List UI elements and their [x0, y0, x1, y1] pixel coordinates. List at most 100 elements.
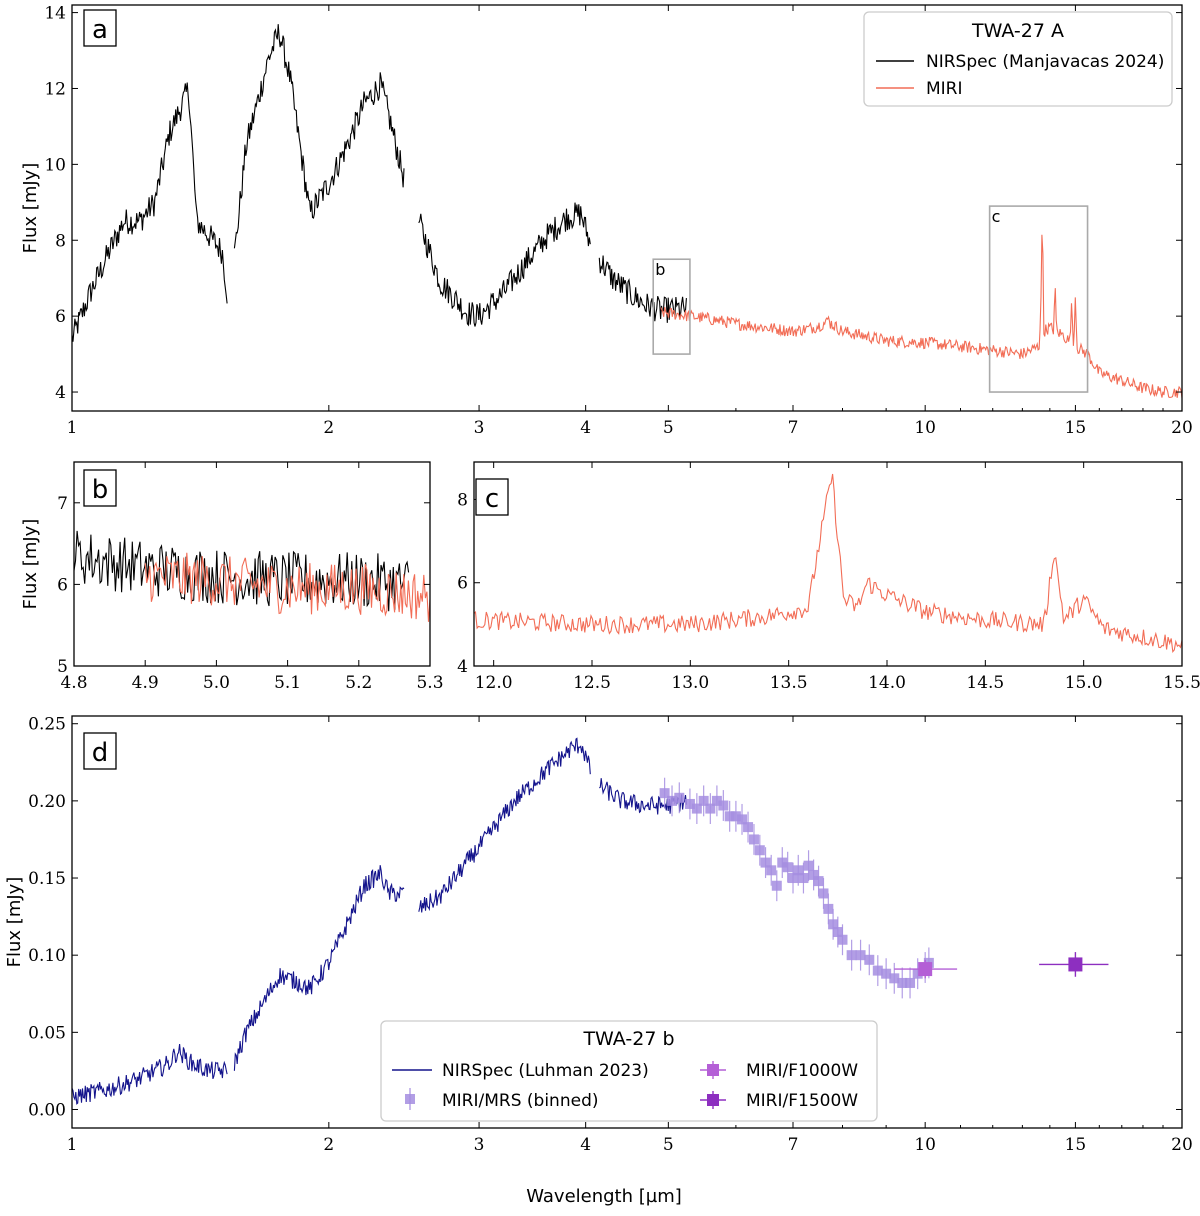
y-tick-label-1: 6: [55, 307, 66, 327]
x-tick-label-4: 5: [663, 418, 674, 438]
legend-d-marker-f1500w: [700, 1091, 726, 1109]
mrs-point-9: [724, 811, 735, 822]
mrs-point-27: [823, 903, 834, 914]
mrs-point-11: [737, 814, 748, 825]
mrs-point-35: [881, 968, 892, 979]
legend-d-title: TWA-27 b: [582, 1028, 674, 1050]
mrs-point-38: [905, 977, 916, 988]
legend-d-box: [380, 1020, 878, 1122]
mrs-point-25: [813, 876, 824, 887]
x-tick-label-1: 12.5: [573, 673, 611, 693]
panel-b: 4.8 4.9 5.0 5.1 5.2 5.3 5 6 7 Flux [mJy] b: [20, 461, 444, 693]
panel-a-frame: [71, 4, 1183, 412]
mrs-point-32: [855, 950, 866, 961]
mrs-point-2: [674, 792, 685, 803]
x-tick-label-4: 5.2: [345, 673, 372, 693]
mrs-point-10: [730, 811, 741, 822]
mrs-point-26: [818, 888, 829, 899]
mrs-point-5: [698, 795, 709, 806]
mrs-point-30: [837, 934, 848, 945]
x-tick-label-3: 5.1: [274, 673, 301, 693]
inset-label-c: c: [992, 207, 1001, 226]
panel-d-label: d: [92, 738, 109, 768]
series-1-segment-0: [660, 234, 1182, 399]
mrs-point-39: [912, 968, 923, 979]
legend-d-f1500w: MIRI/F1500W: [746, 1091, 858, 1111]
y-tick-label-0: 4: [55, 383, 66, 403]
photometry-point-2: [918, 962, 933, 977]
series-0-segment-3: [598, 255, 687, 323]
y-tick-label-5: 0.25: [28, 715, 66, 735]
mrs-point-13: [748, 834, 759, 845]
series-0-segment-0: [474, 473, 1182, 654]
mrs-point-12: [743, 822, 754, 833]
mrs-point-24: [808, 869, 819, 880]
panel-b-ylabel: Flux [mJy]: [20, 519, 41, 610]
mrs-point-3: [684, 798, 695, 809]
legend-a-title: TWA-27 A: [971, 20, 1064, 42]
x-tick-label-0: 12.0: [475, 673, 513, 693]
x-tick-label-3: 4: [580, 1135, 591, 1155]
panel-c-label-box: [475, 478, 509, 516]
y-tick-label-0: 5: [57, 657, 68, 677]
mrs-point-6: [705, 803, 716, 814]
panel-a-legend: TWA-27 A NIRSpec (Manjavacas 2024) MIRI: [863, 11, 1173, 107]
panel-d-frame: [71, 715, 1183, 1129]
x-tick-label-3: 13.5: [770, 673, 808, 693]
mrs-point-14: [754, 845, 765, 856]
xlabel: Wavelength [µm]: [526, 1186, 682, 1207]
y-tick-label-2: 8: [55, 231, 66, 251]
x-tick-label-7: 15.5: [1163, 673, 1200, 693]
legend-a-box: [863, 11, 1173, 107]
series-0-segment-2: [418, 202, 591, 327]
y-tick-label-1: 6: [457, 574, 468, 594]
panel-d-label-box: [83, 732, 117, 770]
mrs-point-20: [788, 873, 799, 884]
panel-a-ylabel: Flux [mJy]: [20, 163, 41, 254]
panel-d-legend: TWA-27 b NIRSpec (Luhman 2023) MIRI/MRS …: [380, 1020, 878, 1122]
y-tick-label-4: 12: [44, 79, 66, 99]
x-tick-label-6: 10: [914, 418, 936, 438]
x-tick-label-6: 10: [914, 1135, 936, 1155]
mrs-point-29: [832, 927, 843, 938]
legend-d-mrs: MIRI/MRS (binned): [442, 1091, 599, 1111]
x-tick-label-5: 14.5: [966, 673, 1004, 693]
plot-area-c: [474, 473, 1182, 654]
y-tick-label-0: 4: [457, 657, 468, 677]
x-tick-label-6: 15.0: [1065, 673, 1103, 693]
mrs-point-18: [777, 857, 788, 868]
y-tick-label-2: 8: [457, 490, 468, 510]
x-tick-label-5: 5.3: [416, 673, 443, 693]
plot-area-d: [72, 737, 1109, 1105]
y-tick-label-2: 7: [57, 494, 68, 514]
x-tick-label-5: 7: [788, 1135, 799, 1155]
panel-d: 1 2 3 4 5 7 10 15 20 0.00 0.05 0.10 0.15 0.20 0.25 Flu…: [4, 715, 1193, 1207]
x-tick-label-4: 5: [663, 1135, 674, 1155]
panel-c-label: c: [485, 484, 499, 514]
legend-d-nirspec: NIRSpec (Luhman 2023): [442, 1061, 649, 1081]
x-tick-label-1: 2: [323, 1135, 334, 1155]
inset-region-c: [988, 205, 1089, 393]
x-tick-label-2: 3: [474, 418, 485, 438]
x-tick-label-2: 3: [474, 1135, 485, 1155]
mrs-point-33: [864, 954, 875, 965]
panel-b-frame: [73, 461, 431, 667]
series-0-segment-1: [233, 24, 405, 249]
mrs-point-37: [897, 977, 908, 988]
legend-a-miri: MIRI: [926, 79, 963, 99]
mrs-point-17: [771, 880, 782, 891]
plot-area-a: [72, 24, 1182, 399]
mrs-point-21: [793, 865, 804, 876]
mrs-point-19: [782, 862, 793, 873]
legend-d-f1000w: MIRI/F1000W: [746, 1061, 858, 1081]
series-0-segment-2: [418, 737, 591, 913]
x-tick-label-0: 1: [67, 418, 78, 438]
legend-a-nirspec: NIRSpec (Manjavacas 2024): [926, 52, 1164, 72]
x-tick-label-8: 20: [1171, 418, 1193, 438]
series-1-segment-0: [144, 552, 430, 622]
panel-b-label: b: [92, 475, 109, 505]
mrs-point-28: [828, 919, 839, 930]
mrs-point-16: [766, 865, 777, 876]
photometry-point-3: [1068, 957, 1083, 972]
